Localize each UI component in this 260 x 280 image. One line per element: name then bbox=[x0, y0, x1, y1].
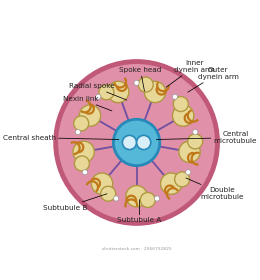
Text: Inner
dynein arm: Inner dynein arm bbox=[166, 60, 215, 87]
Circle shape bbox=[173, 97, 188, 111]
Circle shape bbox=[73, 141, 94, 162]
Circle shape bbox=[108, 81, 129, 102]
Circle shape bbox=[138, 77, 153, 92]
Circle shape bbox=[136, 135, 151, 150]
Circle shape bbox=[188, 134, 203, 149]
Circle shape bbox=[74, 116, 89, 131]
Text: Subtubule B: Subtubule B bbox=[43, 194, 107, 211]
Circle shape bbox=[175, 172, 190, 187]
Circle shape bbox=[134, 80, 139, 85]
Circle shape bbox=[91, 173, 113, 194]
Circle shape bbox=[82, 170, 88, 175]
Circle shape bbox=[75, 130, 80, 135]
Circle shape bbox=[79, 105, 101, 126]
Circle shape bbox=[113, 119, 160, 166]
Circle shape bbox=[56, 62, 217, 223]
Circle shape bbox=[172, 105, 194, 126]
Circle shape bbox=[193, 130, 198, 135]
Circle shape bbox=[140, 192, 155, 207]
Circle shape bbox=[126, 186, 147, 207]
Circle shape bbox=[179, 141, 200, 162]
Circle shape bbox=[186, 170, 191, 175]
Circle shape bbox=[144, 81, 166, 102]
Text: shutterstock.com · 2566752825: shutterstock.com · 2566752825 bbox=[102, 247, 171, 251]
Text: Radial spoke: Radial spoke bbox=[69, 83, 127, 100]
Text: Outer
dynein arm: Outer dynein arm bbox=[188, 67, 239, 92]
Circle shape bbox=[172, 94, 178, 99]
Text: Central
microtubule: Central microtubule bbox=[156, 131, 257, 144]
Text: Central sheath: Central sheath bbox=[3, 134, 119, 141]
Circle shape bbox=[101, 186, 116, 201]
Circle shape bbox=[114, 196, 119, 201]
Text: Spoke head: Spoke head bbox=[119, 67, 162, 91]
Circle shape bbox=[99, 85, 114, 100]
Text: Nexin link: Nexin link bbox=[63, 96, 112, 111]
Text: Subtubule A: Subtubule A bbox=[117, 200, 162, 223]
Text: Double
microtubule: Double microtubule bbox=[186, 178, 244, 200]
Circle shape bbox=[154, 196, 160, 201]
Circle shape bbox=[96, 94, 101, 99]
Circle shape bbox=[122, 135, 136, 150]
Circle shape bbox=[160, 173, 182, 194]
Circle shape bbox=[74, 156, 89, 171]
